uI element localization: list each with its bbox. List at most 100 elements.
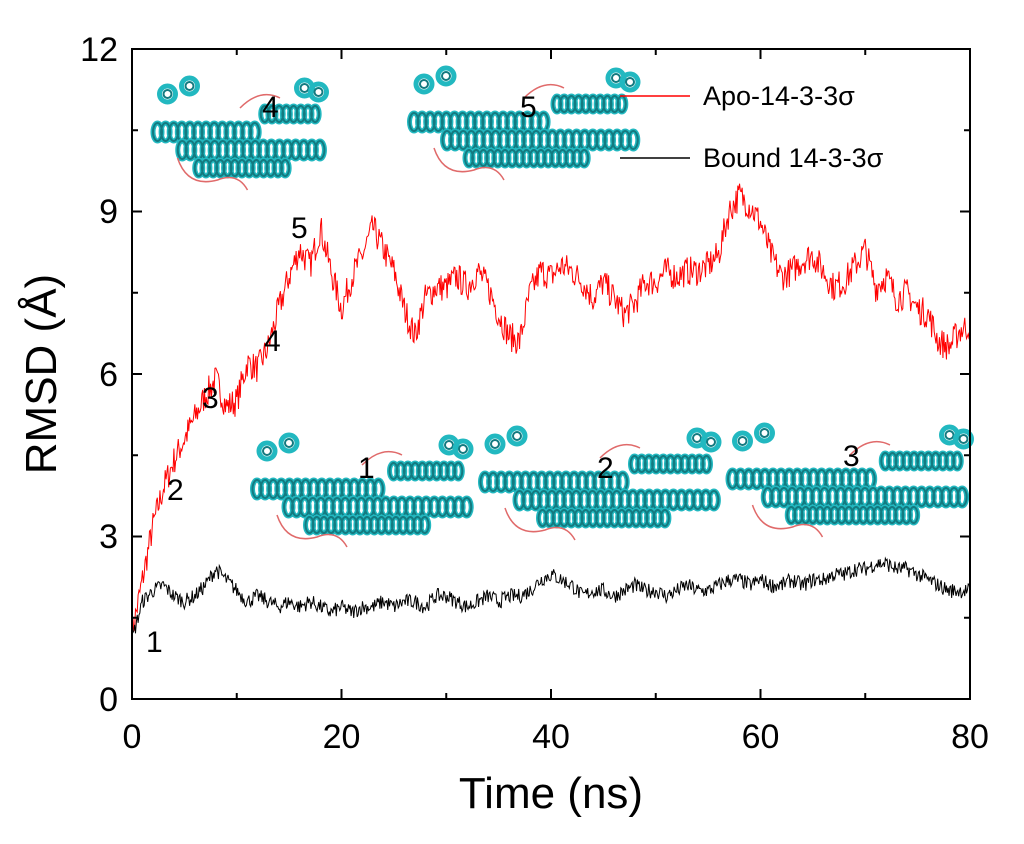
inset-structure-5-part bbox=[413, 73, 435, 95]
series-line-bound bbox=[131, 556, 971, 634]
inset-structure-4-part bbox=[308, 81, 329, 103]
x-axis-title: Time (ns) bbox=[459, 769, 643, 818]
inset-structure-5-part bbox=[619, 71, 641, 93]
inset-structure-4-part bbox=[157, 83, 178, 105]
x-tick-label-40: 40 bbox=[532, 718, 570, 756]
inset-structure-3-part bbox=[944, 430, 955, 440]
inset-structure-5-part bbox=[441, 130, 639, 150]
inset-structure-3-part bbox=[759, 428, 770, 438]
annotation-1: 1 bbox=[146, 626, 163, 659]
annotation-4: 4 bbox=[264, 325, 281, 358]
y-axis-title: RMSD (Å) bbox=[17, 274, 66, 474]
inset-label-4: 4 bbox=[262, 91, 279, 124]
inset-structure-2-part bbox=[629, 455, 712, 473]
inset-structure-1-part bbox=[281, 495, 474, 519]
inset-structure-5-part bbox=[625, 77, 635, 87]
curve-annotations: 1 2 3 4 5 bbox=[146, 212, 308, 659]
x-tick-label-0: 0 bbox=[123, 718, 142, 756]
inset-structure-5-part bbox=[462, 147, 591, 169]
inset-structure-3 bbox=[725, 422, 974, 538]
inset-structure-1-part bbox=[388, 462, 464, 480]
series-layer bbox=[131, 183, 971, 649]
inset-structure-2-part bbox=[706, 437, 716, 447]
inset-label-3: 3 bbox=[843, 440, 860, 473]
inset-structure-4-part bbox=[313, 87, 324, 97]
inset-structure-2-part bbox=[506, 425, 528, 447]
inset-structure-3-part bbox=[958, 434, 969, 444]
inset-structure-1-part bbox=[251, 479, 385, 499]
inset-structure-2-part bbox=[479, 472, 629, 492]
inset-structure-4-part bbox=[259, 105, 321, 123]
inset-structure-4-part bbox=[176, 140, 326, 160]
inset-structure-2 bbox=[478, 425, 722, 541]
legend-label-apo: Apo-14-3-3σ bbox=[703, 81, 855, 111]
inset-structure-2-part bbox=[512, 488, 721, 512]
axis-ticks bbox=[131, 48, 971, 700]
inset-structure-5-part bbox=[433, 147, 505, 181]
series-line-apo bbox=[131, 183, 971, 649]
inset-structure-2-part bbox=[537, 509, 670, 527]
inset-structure-4-part bbox=[239, 93, 281, 109]
inset-structure-2-part bbox=[484, 433, 506, 455]
y-tick-label-12: 12 bbox=[80, 31, 118, 69]
inset-structure-1-part bbox=[444, 440, 454, 450]
inset-structure-3-part bbox=[762, 487, 968, 507]
inset-labels: 4 5 1 2 3 bbox=[262, 91, 860, 485]
inset-structure-3-part bbox=[751, 504, 824, 538]
inset-structure-4-part bbox=[162, 89, 173, 99]
inset-structure-4-part bbox=[184, 81, 195, 91]
inset-label-5: 5 bbox=[520, 91, 537, 124]
inset-structure-3-part bbox=[760, 485, 970, 509]
x-tick-labels: 0 20 40 60 80 bbox=[123, 718, 989, 756]
inset-structure-2-part bbox=[692, 433, 702, 443]
inset-structure-2-part bbox=[512, 431, 522, 441]
inset-structure-1-part bbox=[262, 446, 272, 456]
inset-structure-4-part bbox=[299, 83, 310, 93]
y-tick-label-0: 0 bbox=[99, 681, 118, 719]
y-tick-label-3: 3 bbox=[99, 518, 118, 556]
inset-structure-1-part bbox=[276, 514, 348, 548]
inset-structure-5-part bbox=[464, 149, 590, 167]
inset-structure-3-part bbox=[880, 452, 963, 470]
inset-structure-1-part bbox=[256, 440, 278, 462]
inset-structure-3-part bbox=[737, 436, 748, 446]
inset-structure-1-part bbox=[283, 497, 473, 517]
inset-structure-3-part bbox=[754, 422, 775, 444]
x-tick-label-80: 80 bbox=[951, 718, 989, 756]
inset-label-1: 1 bbox=[358, 452, 375, 485]
annotation-2: 2 bbox=[167, 474, 184, 507]
inset-structure-1-part bbox=[303, 514, 432, 536]
inset-structure-3-part bbox=[878, 450, 964, 472]
structure-insets bbox=[150, 65, 974, 548]
inset-structure-4-part bbox=[176, 157, 249, 191]
inset-structure-5-part bbox=[523, 83, 565, 99]
inset-structure-3-part bbox=[953, 428, 974, 450]
annotation-5: 5 bbox=[291, 212, 308, 245]
inset-structure-5-part bbox=[441, 71, 451, 81]
inset-structure-4-part bbox=[152, 122, 261, 142]
inset-structure-5-part bbox=[408, 112, 550, 132]
inset-structure-2-part bbox=[504, 507, 576, 541]
inset-structure-3-part bbox=[727, 469, 876, 489]
inset-structure-1-part bbox=[361, 450, 403, 466]
y-tick-label-6: 6 bbox=[99, 356, 118, 394]
x-tick-label-20: 20 bbox=[323, 718, 361, 756]
x-tick-label-60: 60 bbox=[742, 718, 780, 756]
inset-structure-1-part bbox=[278, 432, 300, 454]
inset-structure-4-part bbox=[193, 159, 291, 177]
inset-structure-2-part bbox=[628, 453, 714, 475]
inset-structure-1-part bbox=[304, 516, 430, 534]
legend-label-bound: Bound 14-3-3σ bbox=[703, 143, 884, 173]
inset-structure-5-part bbox=[419, 79, 429, 89]
inset-structure-5-part bbox=[435, 65, 457, 87]
inset-structure-3-part bbox=[786, 506, 919, 524]
annotation-3: 3 bbox=[202, 382, 219, 415]
inset-structure-5-part bbox=[611, 73, 621, 83]
inset-structure-1-part bbox=[458, 444, 468, 454]
inset-structure-4-part bbox=[179, 75, 200, 97]
inset-structure-4 bbox=[150, 75, 329, 191]
inset-structure-1-part bbox=[284, 438, 294, 448]
inset-structure-2-part bbox=[599, 443, 641, 459]
inset-structure-3-part bbox=[849, 440, 891, 456]
